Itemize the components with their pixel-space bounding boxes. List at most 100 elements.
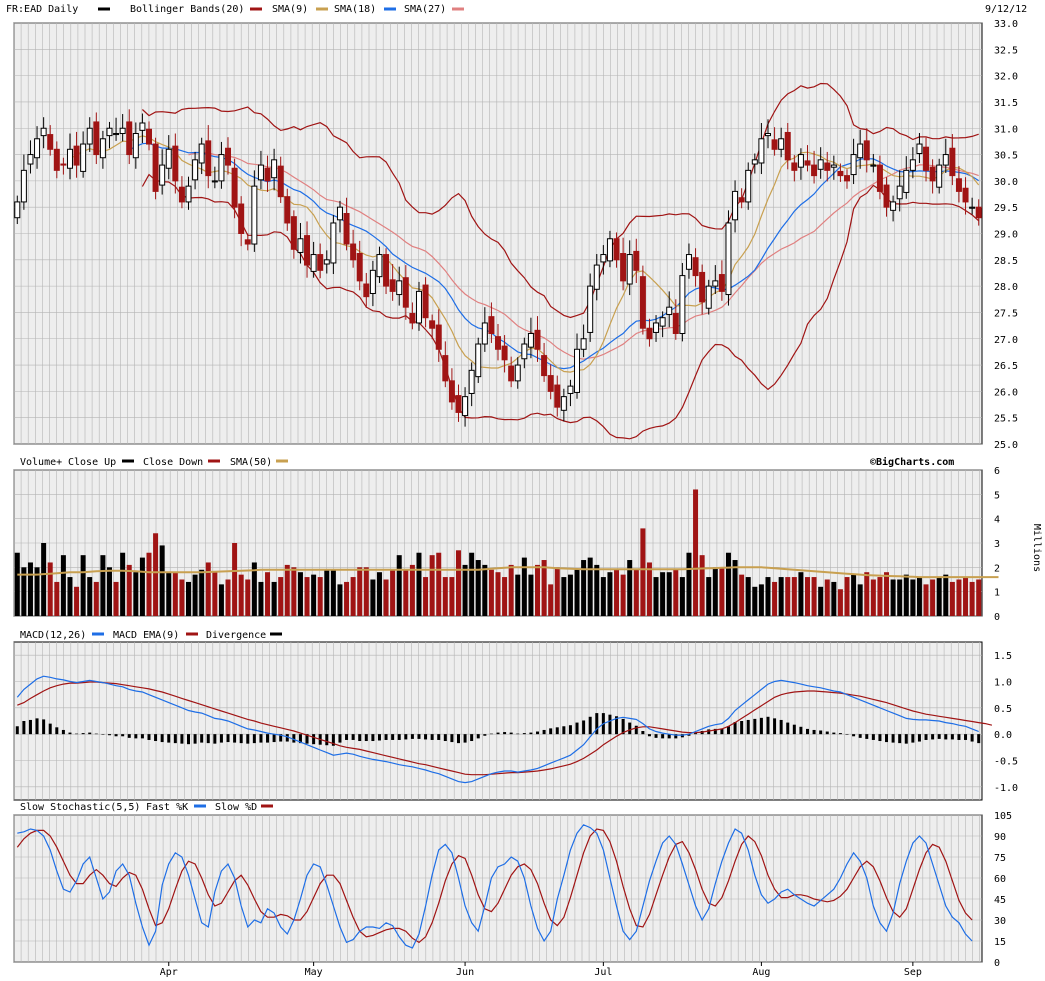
candle-body — [745, 169, 752, 203]
stoch-ytick-label: 75 — [994, 853, 1006, 864]
candle-body — [211, 180, 218, 183]
macd-divergence-bar — [233, 734, 237, 743]
candle-body — [34, 138, 41, 159]
macd-divergence-bar — [147, 734, 151, 740]
legend-bollinger: Bollinger Bands(20) — [130, 4, 244, 15]
macd-divergence-bar — [424, 734, 428, 740]
candle-body — [481, 322, 488, 345]
macd-divergence-bar — [75, 733, 79, 735]
candle-body — [738, 197, 745, 203]
candle-body — [185, 185, 192, 203]
volume-bar — [284, 564, 290, 616]
macd-divergence-bar — [127, 734, 131, 738]
macd-ytick-label: 0.0 — [994, 730, 1012, 741]
volume-bar — [133, 572, 139, 616]
volume-bar — [745, 577, 751, 616]
macd-divergence-bar — [766, 716, 770, 735]
candle-body — [145, 128, 152, 145]
volume-bar — [640, 528, 646, 616]
volume-bar — [304, 577, 310, 616]
volume-bar — [21, 567, 27, 616]
volume-bar — [344, 581, 350, 616]
candle-body — [350, 243, 357, 261]
volume-ytick-label: 1 — [994, 588, 1000, 599]
macd-divergence-bar — [885, 734, 889, 743]
volume-bar — [851, 574, 857, 616]
macd-divergence-bar — [187, 734, 191, 745]
macd-divergence-bar — [542, 729, 546, 735]
candle-body — [620, 252, 627, 282]
volume-bar — [811, 577, 817, 616]
volume-bar — [469, 552, 475, 616]
macd-divergence-bar — [35, 718, 39, 735]
price-ytick-label: 31.0 — [994, 124, 1018, 135]
macd-divergence-bar — [94, 733, 98, 735]
candle-body — [389, 279, 396, 292]
macd-divergence-bar — [88, 732, 92, 735]
macd-divergence-bar — [351, 734, 355, 740]
volume-bar — [963, 577, 969, 616]
price-panel: 25.0 25.5 26.0 26.5 27.0 27.5 28.0 28.5 29.0 29.5… — [13, 19, 1018, 451]
price-ytick-label: 27.0 — [994, 335, 1018, 346]
candle-body — [462, 396, 469, 417]
volume-bar — [199, 569, 205, 616]
candle-body — [356, 252, 363, 282]
volume-bar — [916, 577, 922, 616]
candle-body — [20, 169, 27, 203]
candle-body — [534, 329, 541, 350]
price-ytick-label: 31.5 — [994, 98, 1018, 109]
macd-divergence-bar — [858, 734, 862, 738]
volume-bar — [205, 562, 211, 616]
x-axis-label: Jun — [456, 967, 474, 978]
candle-body — [554, 384, 561, 408]
macd-divergence-bar — [345, 734, 349, 740]
stoch-background — [13, 814, 983, 963]
bollinger-upper — [141, 82, 979, 319]
volume-bar — [330, 569, 336, 616]
candle-body — [725, 222, 732, 296]
legend-sma9: SMA(9) — [272, 4, 308, 15]
volume-bar — [251, 562, 257, 616]
price-ytick-label: 25.5 — [994, 414, 1018, 425]
volume-bar — [370, 579, 376, 616]
candle-body — [99, 138, 106, 159]
candle-body — [113, 133, 120, 136]
macd-divergence-bar — [779, 719, 783, 735]
macd-divergence-bar — [417, 734, 421, 739]
candle-body — [659, 317, 666, 327]
candle-body — [844, 175, 851, 182]
candle-body — [139, 122, 146, 131]
macd-divergence-bar — [799, 726, 803, 735]
stoch-fastk-label: Fast %K — [146, 802, 188, 813]
volume-bar — [357, 567, 363, 616]
macd-divergence-bar — [107, 734, 111, 736]
candle-body — [732, 190, 739, 221]
macd-ytick-label: -1.0 — [994, 783, 1018, 794]
volume-bar — [877, 577, 883, 616]
volume-bar — [311, 574, 317, 616]
candle-body — [508, 365, 515, 382]
candle-body — [830, 164, 837, 168]
macd-divergence-bar — [364, 734, 368, 742]
volume-bar — [607, 572, 613, 616]
legend-sma27: SMA(27) — [404, 4, 446, 15]
macd-divergence-bar — [628, 722, 632, 735]
candle-body — [376, 254, 383, 278]
stoch-slowd-label: Slow %D — [215, 802, 257, 813]
volume-ytick-label: 2 — [994, 563, 1000, 574]
volume-bar — [403, 569, 409, 616]
volume-bar — [765, 577, 771, 616]
candle-body — [541, 355, 548, 377]
macd-divergence-bar — [634, 725, 638, 735]
price-ytick-label: 33.0 — [994, 19, 1018, 30]
volume-bar — [969, 581, 975, 616]
volume-bar — [725, 552, 731, 616]
volume-bar — [87, 577, 93, 616]
candle-body — [198, 143, 205, 164]
macd-ytick-label: 1.5 — [994, 651, 1012, 662]
candle-body — [86, 127, 93, 145]
macd-divergence-bar — [325, 734, 329, 746]
macd-divergence-bar — [285, 734, 289, 742]
volume-bar — [502, 577, 508, 616]
macd-divergence-bar — [437, 734, 441, 740]
